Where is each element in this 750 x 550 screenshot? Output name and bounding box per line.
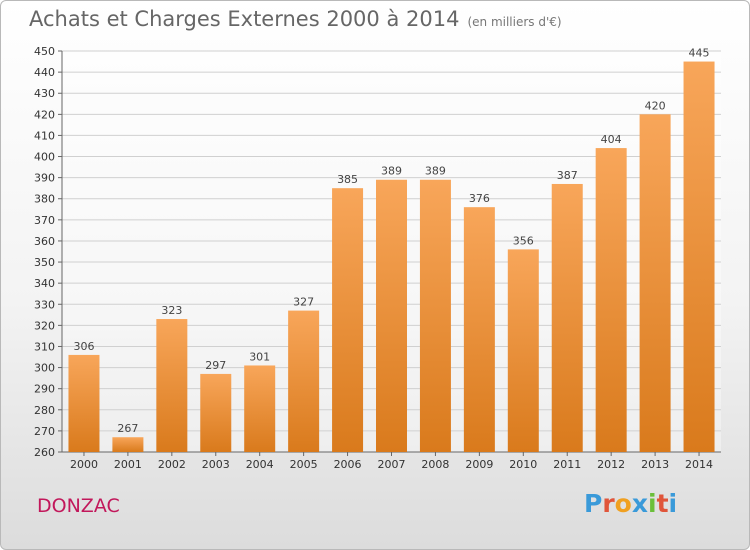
- y-tick-label: 390: [34, 172, 55, 185]
- logo-letter: i: [668, 489, 678, 518]
- y-tick-label: 370: [34, 214, 55, 227]
- bar: [244, 365, 276, 452]
- data-label: 297: [205, 359, 226, 372]
- bar: [332, 188, 364, 452]
- x-tick-label: 2000: [70, 458, 98, 471]
- proxiti-logo[interactable]: Proxiti: [584, 489, 677, 518]
- logo-letter: o: [614, 489, 632, 518]
- bar: [551, 183, 583, 452]
- bar: [376, 179, 407, 452]
- x-tick-label: 2011: [553, 458, 581, 471]
- x-tick-label: 2006: [334, 458, 362, 471]
- bar: [463, 207, 495, 452]
- x-tick-label: 2009: [465, 458, 493, 471]
- bar: [200, 373, 232, 452]
- y-tick-label: 440: [34, 66, 55, 79]
- data-label: 387: [557, 169, 578, 182]
- x-tick-label: 2004: [246, 458, 274, 471]
- x-tick-label: 2008: [421, 458, 449, 471]
- y-tick-label: 290: [34, 383, 55, 396]
- bar: [595, 148, 627, 452]
- y-tick-label: 300: [34, 362, 55, 375]
- y-tick-label: 260: [34, 446, 55, 459]
- x-tick-label: 2002: [158, 458, 186, 471]
- x-tick-label: 2003: [202, 458, 230, 471]
- x-tick-label: 2013: [641, 458, 669, 471]
- data-label: 420: [645, 99, 666, 112]
- y-tick-label: 430: [34, 87, 55, 100]
- logo-letter: i: [648, 489, 657, 518]
- x-tick-label: 2005: [290, 458, 318, 471]
- bar: [112, 437, 144, 452]
- y-tick-label: 410: [34, 129, 55, 142]
- y-tick-label: 280: [34, 404, 55, 417]
- bar: [639, 114, 671, 452]
- data-label: 389: [425, 165, 446, 178]
- y-tick-label: 360: [34, 235, 55, 248]
- data-label: 306: [73, 340, 94, 353]
- chart-title: Achats et Charges Externes 2000 à 2014 (e…: [29, 7, 562, 31]
- y-tick-label: 350: [34, 256, 55, 269]
- data-label: 323: [161, 304, 182, 317]
- logo-letter: t: [656, 489, 669, 518]
- data-label: 301: [249, 350, 270, 363]
- x-tick-label: 2012: [597, 458, 625, 471]
- data-label: 356: [513, 234, 534, 247]
- data-label: 385: [337, 173, 358, 186]
- logo-letter: P: [584, 489, 603, 518]
- y-tick-label: 270: [34, 425, 55, 438]
- x-tick-label: 2014: [685, 458, 713, 471]
- title-text: Achats et Charges Externes 2000 à 2014: [29, 7, 460, 31]
- y-tick-label: 320: [34, 319, 55, 332]
- bar: [683, 61, 715, 452]
- y-tick-label: 330: [34, 298, 55, 311]
- bar: [288, 310, 320, 452]
- bar: [419, 179, 451, 452]
- logo-letter: r: [602, 489, 615, 518]
- bar: [507, 249, 539, 452]
- bar: [156, 319, 188, 452]
- y-tick-label: 310: [34, 340, 55, 353]
- data-label: 327: [293, 296, 314, 309]
- y-tick-label: 400: [34, 151, 55, 164]
- y-tick-label: 340: [34, 277, 55, 290]
- data-label: 445: [689, 47, 710, 60]
- data-label: 404: [601, 133, 622, 146]
- data-label: 376: [469, 192, 490, 205]
- chart-subtitle: (en milliers d'€): [467, 15, 562, 29]
- bar: [68, 354, 100, 452]
- x-tick-label: 2001: [114, 458, 142, 471]
- data-label: 389: [381, 165, 402, 178]
- y-tick-label: 380: [34, 193, 55, 206]
- x-tick-label: 2010: [509, 458, 537, 471]
- commune-name: DONZAC: [37, 495, 120, 517]
- logo-letter: x: [631, 489, 648, 518]
- y-tick-label: 420: [34, 108, 55, 121]
- x-tick-label: 2007: [378, 458, 406, 471]
- y-tick-label: 450: [34, 45, 55, 58]
- data-label: 267: [117, 422, 138, 435]
